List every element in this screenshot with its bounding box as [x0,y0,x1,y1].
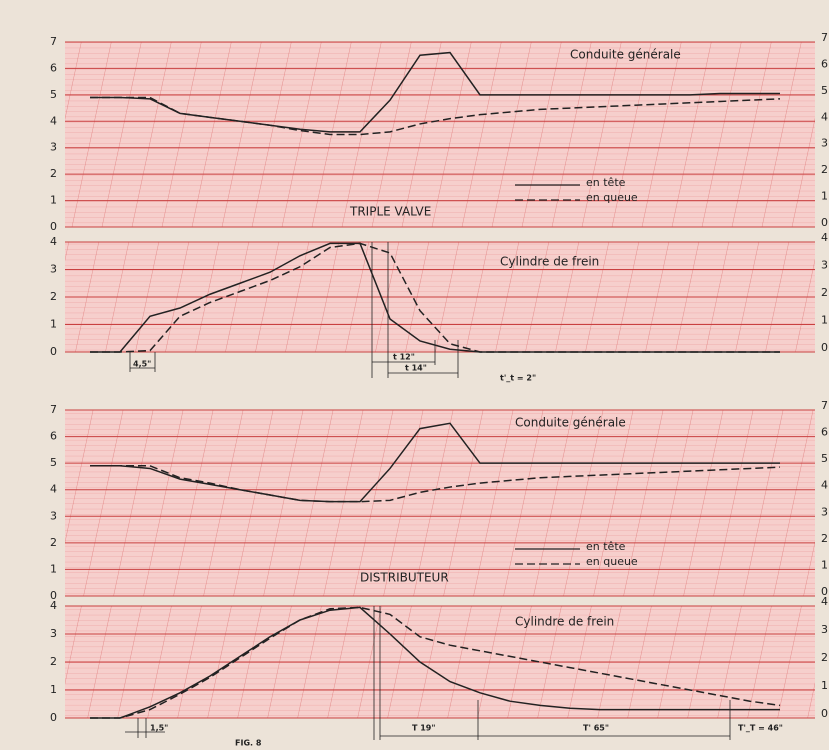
legend-label: en queue [586,191,638,204]
y-tick-label: 7 [821,31,828,44]
y-tick-label: 4 [821,231,828,244]
y-tick-label: 3 [50,263,57,276]
y-tick-label: 3 [821,505,828,518]
y-tick-label: 0 [50,589,57,602]
chart-label: DISTRIBUTEUR [360,571,449,585]
annotation: T' 65" [583,724,609,733]
y-tick-label: 4 [821,479,828,492]
y-tick-label: 3 [50,141,57,154]
y-tick-label: 3 [50,509,57,522]
y-tick-label: 1 [821,558,828,571]
y-tick-label: 4 [821,595,828,608]
y-tick-label: 3 [821,137,828,150]
series-line [90,465,781,503]
legend-label: en tête [586,540,626,553]
y-tick-label: 6 [50,430,57,443]
y-tick-label: 3 [50,627,57,640]
plot-area [65,410,815,596]
chart-title: Conduite générale [515,416,626,430]
y-tick-label: 2 [821,286,828,299]
y-tick-label: 2 [50,655,57,668]
y-tick-label: 5 [821,452,828,465]
series-line [90,242,780,353]
y-tick-label: 4 [50,483,57,496]
y-tick-label: 0 [50,220,57,233]
y-tick-label: 1 [821,679,828,692]
y-tick-label: 2 [50,290,57,303]
y-tick-label: 5 [50,456,57,469]
panels: 0 0 1 1 2 2 3 3 4 4 5 5 6 6 7 7 en tête en queue 0 0 1 1 2 2 3 3 4… [50,31,828,724]
y-tick-label: 2 [50,536,57,549]
chart-label: TRIPLE VALVE [349,205,431,219]
y-tick-label: 5 [50,88,57,101]
series-line [90,96,781,136]
y-tick-label: 2 [821,532,828,545]
y-tick-label: 0 [821,585,828,598]
legend-label: en tête [586,176,626,189]
y-tick-label: 1 [50,318,57,331]
y-tick-label: 0 [821,216,828,229]
legend-label: en queue [586,555,638,568]
series-line [90,422,780,503]
y-tick-label: 6 [50,61,57,74]
caption: FIG. 8 [235,739,262,748]
y-tick-label: 4 [50,235,57,248]
y-tick-label: 0 [821,341,828,354]
y-tick-label: 7 [821,399,828,412]
series-line [90,606,781,719]
y-tick-label: 1 [821,314,828,327]
y-tick-label: 1 [50,194,57,207]
dimension-lines [125,242,731,740]
y-tick-label: 0 [50,345,57,358]
annotation: t 12" [393,353,415,362]
y-tick-label: 7 [50,35,57,48]
plot-area [65,42,815,227]
annotation: T'_T = 46" [738,724,783,733]
chart-title: Conduite générale [570,48,681,62]
y-tick-label: 5 [821,84,828,97]
y-tick-label: 4 [821,110,828,123]
annotation: t 14" [405,364,427,373]
y-tick-label: 6 [821,57,828,70]
series-line [90,606,780,719]
y-tick-label: 0 [821,707,828,720]
y-tick-label: 4 [50,599,57,612]
y-tick-label: 2 [50,167,57,180]
y-tick-label: 2 [821,163,828,176]
annotation: 4,5" [133,360,151,369]
annotation: T 19" [412,724,436,733]
y-tick-label: 0 [50,711,57,724]
series-line [90,51,780,133]
annotation: 1,5" [150,724,168,733]
y-tick-label: 1 [50,683,57,696]
y-tick-label: 1 [821,190,828,203]
y-tick-label: 4 [50,114,57,127]
chart-title: Cylindre de frein [500,255,599,269]
y-tick-label: 1 [50,562,57,575]
chart-title: Cylindre de frein [515,615,614,629]
y-tick-label: 3 [821,623,828,636]
y-tick-label: 2 [821,651,828,664]
y-tick-label: 6 [821,426,828,439]
y-tick-label: 3 [821,259,828,272]
y-tick-label: 7 [50,403,57,416]
annotation: t'_t = 2" [500,374,536,383]
